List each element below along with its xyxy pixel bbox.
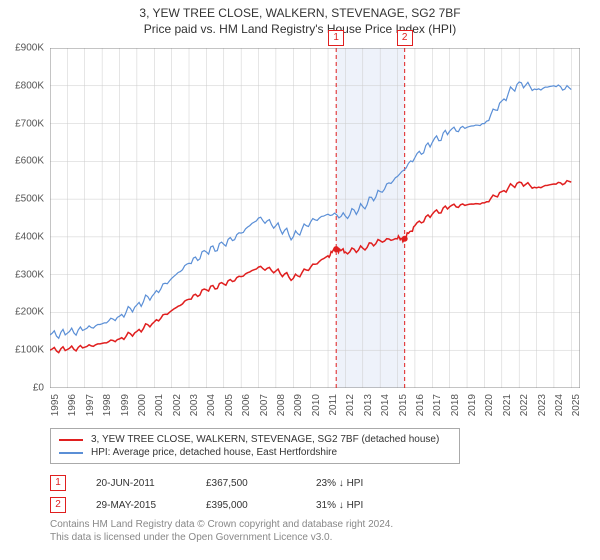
legend-swatch-2 bbox=[59, 452, 83, 454]
y-tick-label: £200K bbox=[4, 307, 44, 318]
legend-row-1: 3, YEW TREE CLOSE, WALKERN, STEVENAGE, S… bbox=[59, 433, 451, 446]
footer-line-1: Contains HM Land Registry data © Crown c… bbox=[50, 518, 393, 531]
event-date-2: 29-MAY-2015 bbox=[96, 500, 176, 511]
x-tick-label: 2001 bbox=[154, 394, 165, 424]
event-line-marker: 1 bbox=[328, 30, 344, 46]
x-tick-label: 1998 bbox=[102, 394, 113, 424]
chart-area: £0£100K£200K£300K£400K£500K£600K£700K£80… bbox=[50, 48, 580, 388]
x-tick-label: 2007 bbox=[259, 394, 270, 424]
x-tick-label: 2005 bbox=[224, 394, 235, 424]
y-tick-label: £800K bbox=[4, 80, 44, 91]
x-tick-label: 2011 bbox=[328, 394, 339, 424]
y-tick-label: £900K bbox=[4, 43, 44, 54]
x-tick-label: 2019 bbox=[467, 394, 478, 424]
legend-swatch-1 bbox=[59, 439, 83, 441]
x-tick-label: 1996 bbox=[67, 394, 78, 424]
x-tick-label: 2025 bbox=[571, 394, 582, 424]
x-tick-label: 2017 bbox=[432, 394, 443, 424]
x-tick-label: 2020 bbox=[484, 394, 495, 424]
y-tick-label: £500K bbox=[4, 194, 44, 205]
event-row-1: 1 20-JUN-2011 £367,500 23% ↓ HPI bbox=[50, 472, 396, 494]
x-tick-label: 2015 bbox=[398, 394, 409, 424]
chart-container: 3, YEW TREE CLOSE, WALKERN, STEVENAGE, S… bbox=[0, 0, 600, 560]
y-tick-label: £0 bbox=[4, 383, 44, 394]
x-tick-label: 2000 bbox=[137, 394, 148, 424]
footer-line-2: This data is licensed under the Open Gov… bbox=[50, 531, 393, 544]
footer: Contains HM Land Registry data © Crown c… bbox=[50, 518, 393, 544]
x-tick-label: 2024 bbox=[554, 394, 565, 424]
x-tick-label: 2006 bbox=[241, 394, 252, 424]
event-marker-1: 1 bbox=[50, 475, 66, 491]
y-tick-label: £600K bbox=[4, 156, 44, 167]
x-tick-label: 2016 bbox=[415, 394, 426, 424]
x-tick-label: 1997 bbox=[85, 394, 96, 424]
event-line-marker: 2 bbox=[397, 30, 413, 46]
y-tick-label: £100K bbox=[4, 345, 44, 356]
x-tick-label: 1995 bbox=[50, 394, 61, 424]
legend-label-2: HPI: Average price, detached house, East… bbox=[91, 447, 337, 458]
y-tick-label: £400K bbox=[4, 231, 44, 242]
x-tick-label: 2023 bbox=[537, 394, 548, 424]
x-tick-label: 2009 bbox=[293, 394, 304, 424]
chart-subtitle: Price paid vs. HM Land Registry's House … bbox=[0, 20, 600, 36]
legend: 3, YEW TREE CLOSE, WALKERN, STEVENAGE, S… bbox=[50, 428, 460, 464]
y-tick-label: £300K bbox=[4, 269, 44, 280]
event-price-1: £367,500 bbox=[206, 478, 286, 489]
x-tick-label: 2021 bbox=[502, 394, 513, 424]
x-tick-label: 2003 bbox=[189, 394, 200, 424]
x-tick-label: 2002 bbox=[172, 394, 183, 424]
event-table: 1 20-JUN-2011 £367,500 23% ↓ HPI 2 29-MA… bbox=[50, 472, 396, 516]
x-tick-label: 2004 bbox=[206, 394, 217, 424]
x-tick-label: 2013 bbox=[363, 394, 374, 424]
x-tick-label: 2014 bbox=[380, 394, 391, 424]
legend-row-2: HPI: Average price, detached house, East… bbox=[59, 446, 451, 459]
x-tick-label: 2022 bbox=[519, 394, 530, 424]
event-price-2: £395,000 bbox=[206, 500, 286, 511]
legend-label-1: 3, YEW TREE CLOSE, WALKERN, STEVENAGE, S… bbox=[91, 434, 439, 445]
y-tick-label: £700K bbox=[4, 118, 44, 129]
x-tick-label: 2010 bbox=[311, 394, 322, 424]
event-date-1: 20-JUN-2011 bbox=[96, 478, 176, 489]
event-marker-2: 2 bbox=[50, 497, 66, 513]
event-delta-2: 31% ↓ HPI bbox=[316, 500, 396, 511]
x-tick-label: 2012 bbox=[345, 394, 356, 424]
event-row-2: 2 29-MAY-2015 £395,000 31% ↓ HPI bbox=[50, 494, 396, 516]
x-tick-label: 2018 bbox=[450, 394, 461, 424]
event-delta-1: 23% ↓ HPI bbox=[316, 478, 396, 489]
x-tick-label: 2008 bbox=[276, 394, 287, 424]
chart-svg bbox=[50, 48, 580, 388]
x-tick-label: 1999 bbox=[120, 394, 131, 424]
chart-title: 3, YEW TREE CLOSE, WALKERN, STEVENAGE, S… bbox=[0, 0, 600, 20]
